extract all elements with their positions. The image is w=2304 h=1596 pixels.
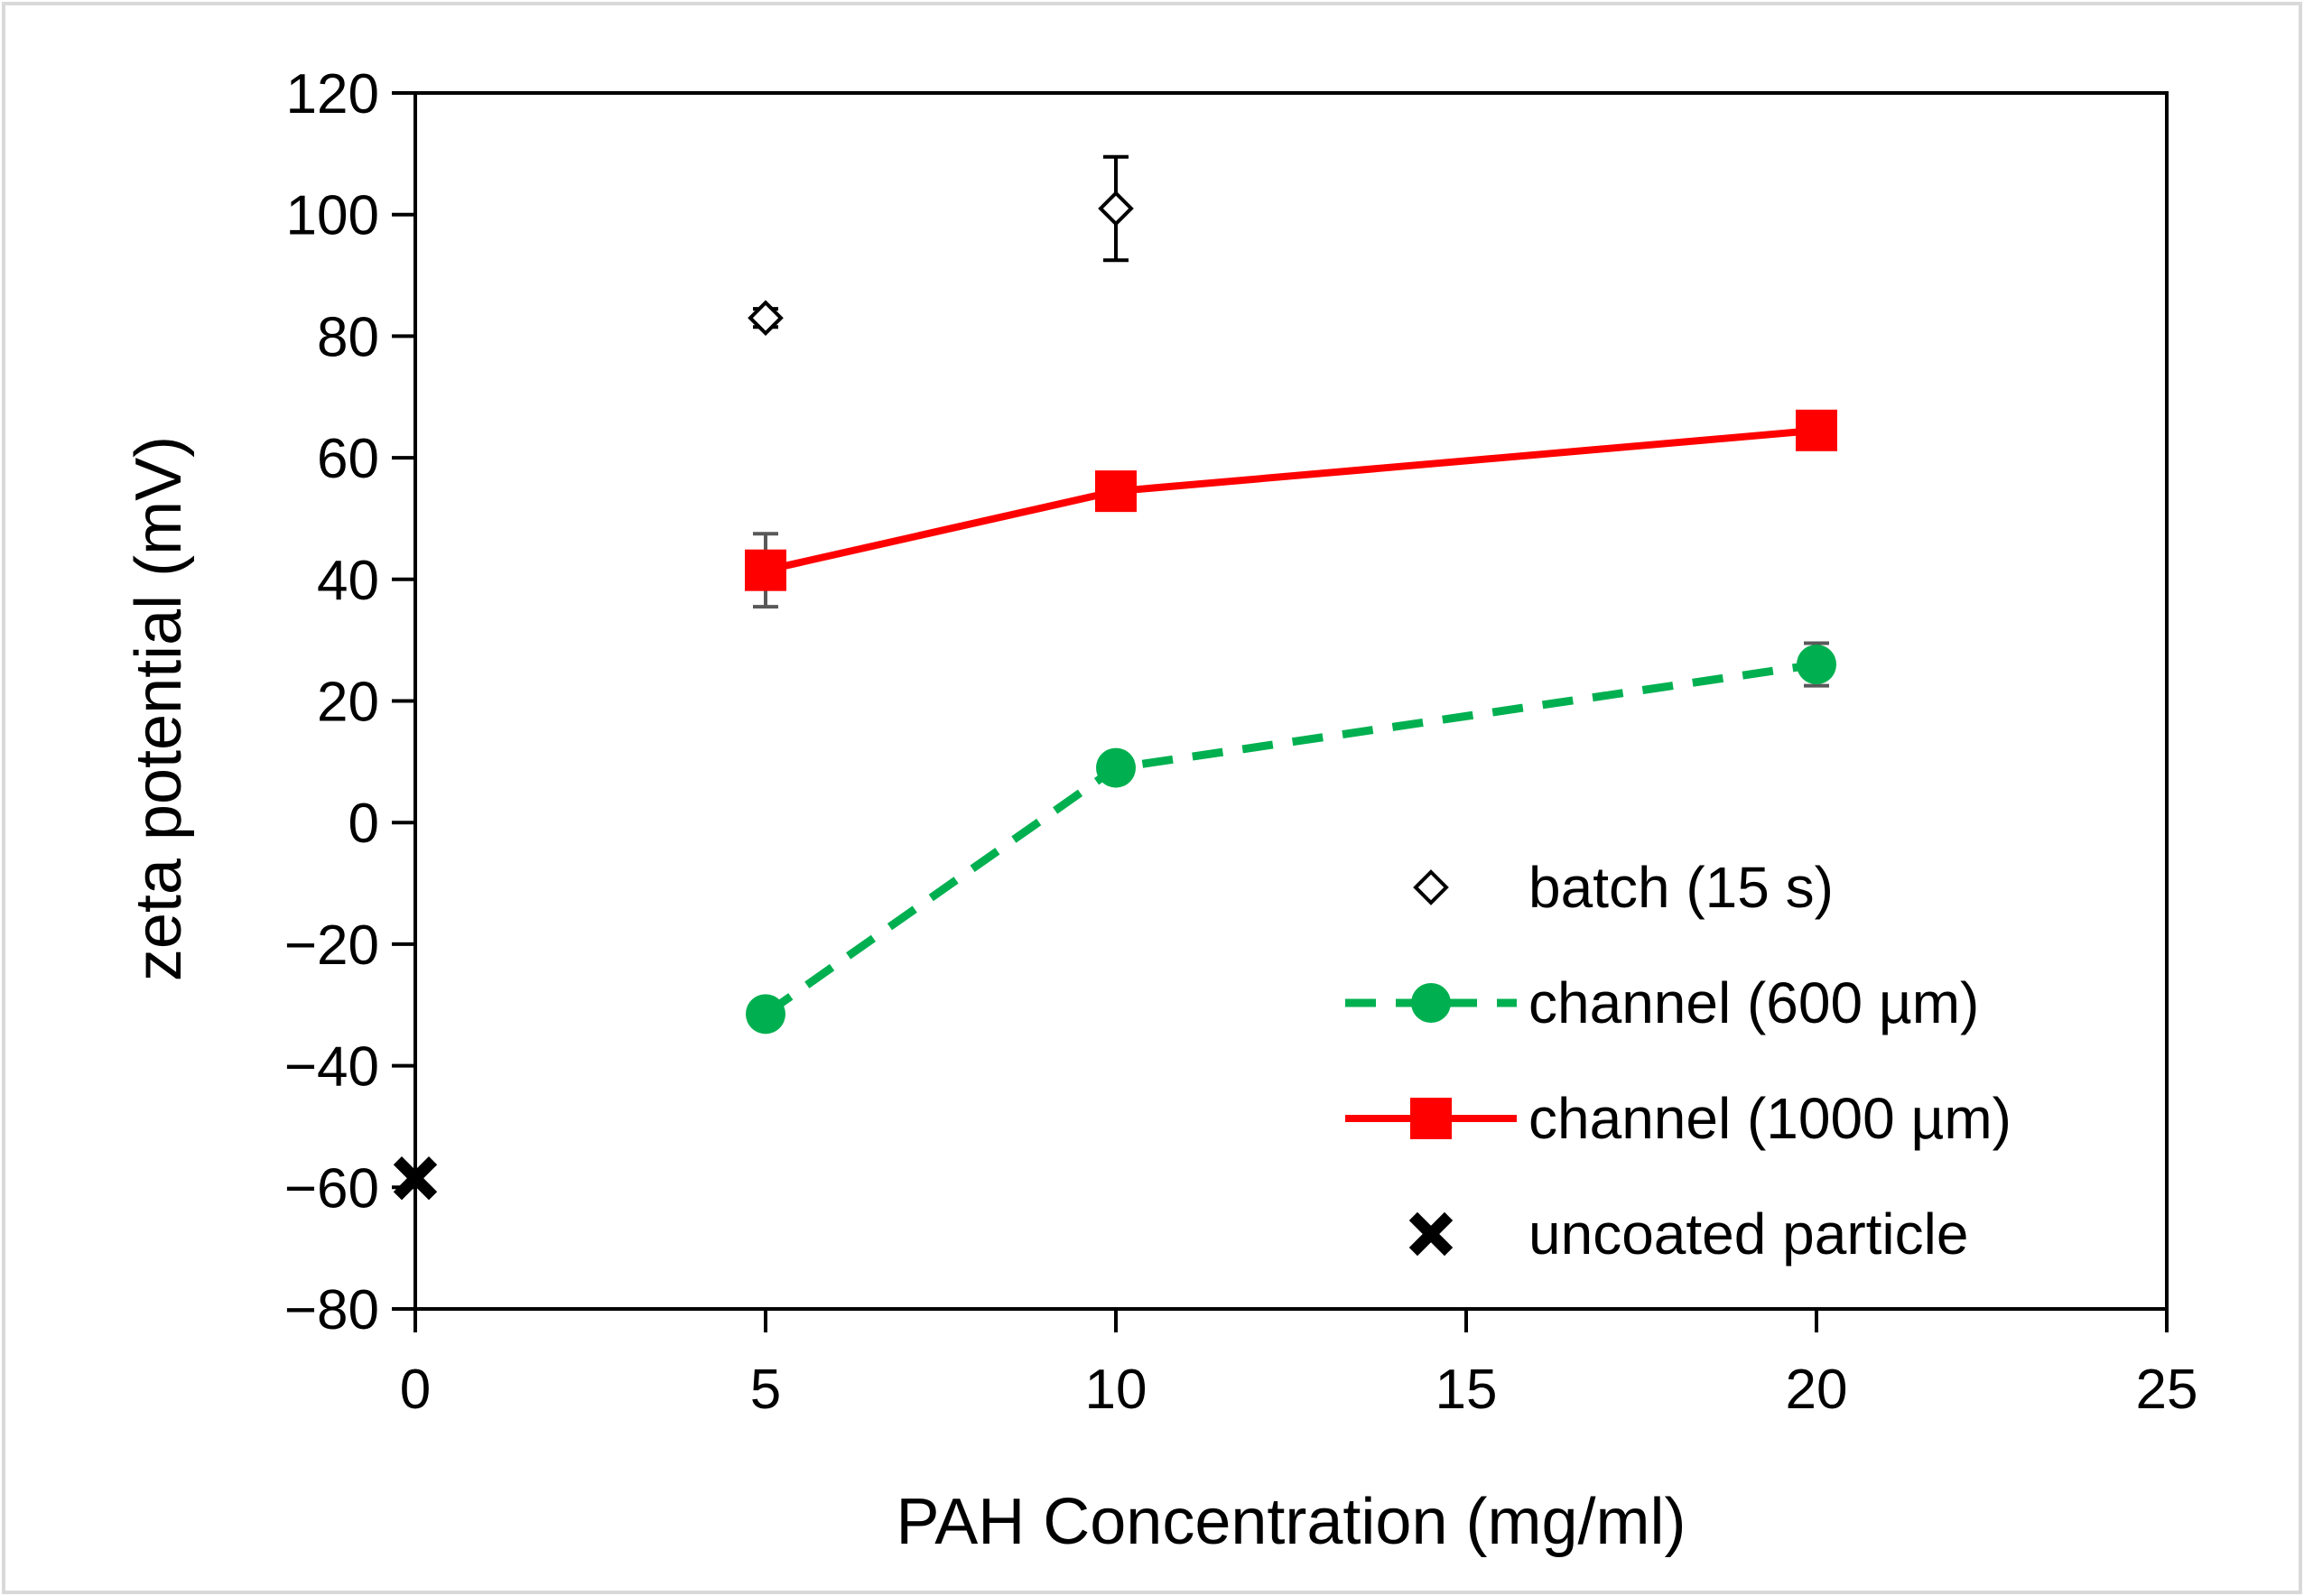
- legend-label-3: channel (1000 µm): [1528, 1086, 2011, 1151]
- data-point-2: [1797, 645, 1836, 685]
- y-tick-label: 0: [348, 793, 379, 855]
- x-axis-title: PAH Concentration (mg/ml): [897, 1486, 1686, 1558]
- y-tick-label: −20: [284, 914, 379, 977]
- data-point-2: [1096, 747, 1136, 788]
- y-tick-label: 20: [317, 672, 379, 734]
- y-tick-label: −80: [284, 1279, 379, 1341]
- legend-marker-2: [1411, 983, 1451, 1023]
- y-tick-label: 100: [286, 185, 379, 247]
- legend-marker-1: [1413, 869, 1449, 905]
- x-tick-label: 10: [1085, 1359, 1147, 1421]
- x-tick-label: 0: [400, 1359, 431, 1421]
- data-point-3: [745, 549, 786, 591]
- plot-area: −80 −60 −40 −20 0 20 40 60 80 100 120 0 5 10 15 20 25: [284, 63, 2198, 1421]
- data-point-1: [748, 300, 784, 337]
- data-point-1: [1098, 190, 1134, 227]
- legend-marker-4: [1408, 1211, 1454, 1257]
- data-point-3: [1796, 409, 1837, 451]
- x-tick-label: 15: [1435, 1359, 1498, 1421]
- x-tick-label: 5: [750, 1359, 781, 1421]
- y-axis-title: zeta potential (mV): [123, 436, 195, 981]
- legend-marker-3: [1410, 1098, 1452, 1139]
- y-tick-label: −60: [284, 1157, 379, 1220]
- legend-label-4: uncoated particle: [1528, 1202, 1968, 1267]
- legend-label-1: batch (15 s): [1528, 855, 1834, 920]
- y-tick-label: 60: [317, 428, 379, 490]
- legend: batch (15 s) channel (600 µm) channel (100…: [1345, 855, 2011, 1267]
- data-point-2: [746, 994, 785, 1035]
- legend-label-2: channel (600 µm): [1528, 970, 1979, 1035]
- data-point-3: [1095, 470, 1137, 513]
- y-tick-label: 80: [317, 306, 379, 368]
- y-tick-label: −40: [284, 1036, 379, 1099]
- series-layer: [393, 154, 1837, 1201]
- x-tick-label: 25: [2136, 1359, 2198, 1421]
- y-tick-label: 120: [286, 63, 379, 125]
- x-tick-label: 20: [1786, 1359, 1848, 1421]
- y-tick-label: 40: [317, 550, 379, 612]
- data-point-4: [393, 1156, 438, 1201]
